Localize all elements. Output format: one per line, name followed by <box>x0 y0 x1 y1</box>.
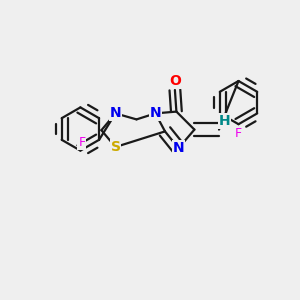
Text: S: S <box>110 140 121 154</box>
Text: F: F <box>235 127 242 140</box>
Text: O: O <box>169 74 181 88</box>
Text: N: N <box>150 106 161 120</box>
Text: H: H <box>219 114 230 128</box>
Text: N: N <box>173 141 184 155</box>
Text: N: N <box>110 106 121 120</box>
Text: F: F <box>78 136 85 149</box>
